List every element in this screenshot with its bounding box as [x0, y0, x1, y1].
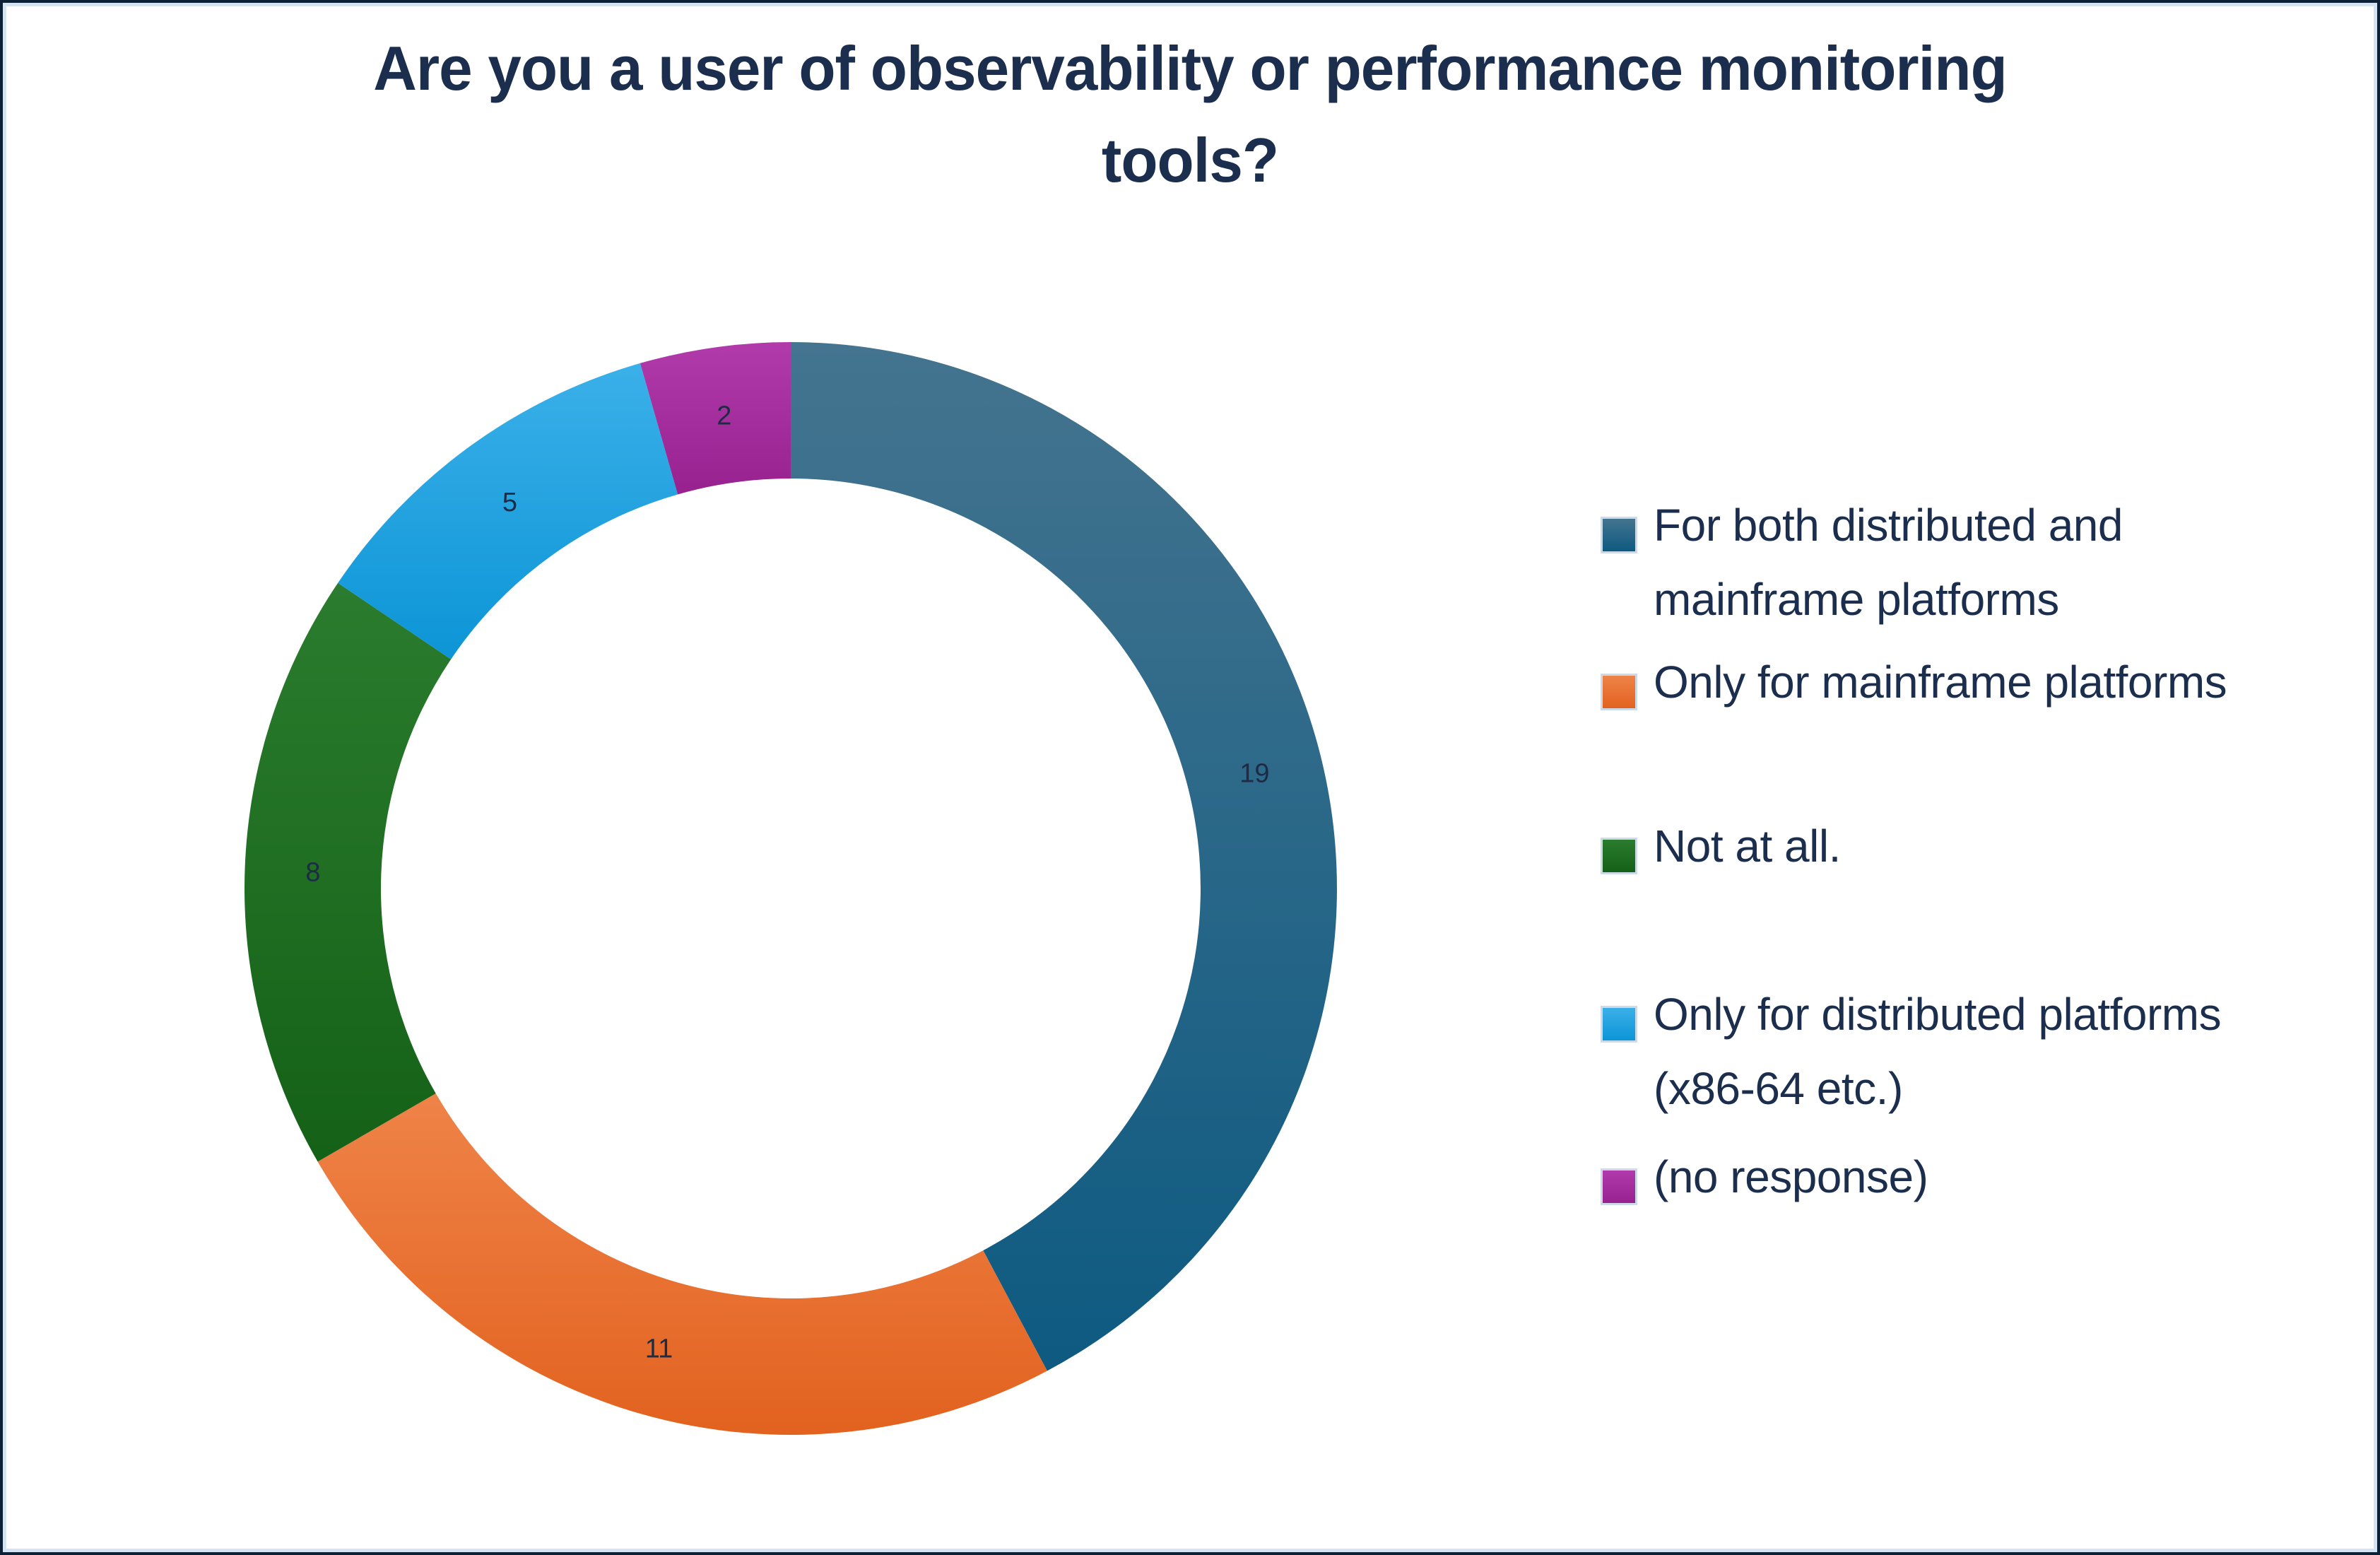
donut-value-label-3: 8	[305, 858, 320, 888]
donut-value-label-5: 2	[717, 401, 731, 430]
legend-swatch-icon	[1601, 1168, 1637, 1205]
legend-item-4: Only for distributed platforms (x86-64 e…	[1601, 978, 2377, 1126]
legend-item-3: Not at all.	[1601, 809, 2377, 884]
donut-chart: 19 11 8 5 2	[245, 341, 1337, 1435]
legend-item-2: Only for mainframe platforms	[1601, 645, 2377, 720]
legend-item-5: (no response)	[1601, 1140, 2377, 1214]
chart-legend: For both distributed and mainframe platf…	[1601, 488, 2377, 1214]
donut-slice-4	[338, 363, 678, 659]
donut-slice-1	[791, 342, 1337, 1371]
donut-slices-group	[245, 341, 1337, 1435]
legend-swatch-icon	[1601, 517, 1637, 553]
legend-item-1: For both distributed and mainframe platf…	[1601, 488, 2377, 637]
legend-swatch-icon	[1601, 674, 1637, 710]
donut-slice-5	[640, 341, 791, 495]
chart-title: Are you a user of observability or perfo…	[373, 33, 2008, 195]
legend-swatch-icon	[1601, 838, 1637, 874]
donut-slice-3	[245, 582, 452, 1162]
legend-label: Only for distributed platforms (x86-64 e…	[1654, 989, 2222, 1114]
legend-label: (no response)	[1654, 1151, 1928, 1202]
donut-value-label-2: 11	[645, 1334, 673, 1364]
donut-slice-2	[317, 1093, 1047, 1435]
donut-value-label-4: 5	[502, 488, 517, 517]
legend-label: Not at all.	[1654, 821, 1841, 872]
legend-label: Only for mainframe platforms	[1654, 657, 2227, 708]
donut-value-label-1: 19	[1239, 759, 1269, 789]
legend-swatch-icon	[1601, 1006, 1637, 1043]
legend-label: For both distributed and mainframe platf…	[1654, 500, 2123, 625]
donut-labels-group: 19 11 8 5 2	[305, 401, 1269, 1363]
